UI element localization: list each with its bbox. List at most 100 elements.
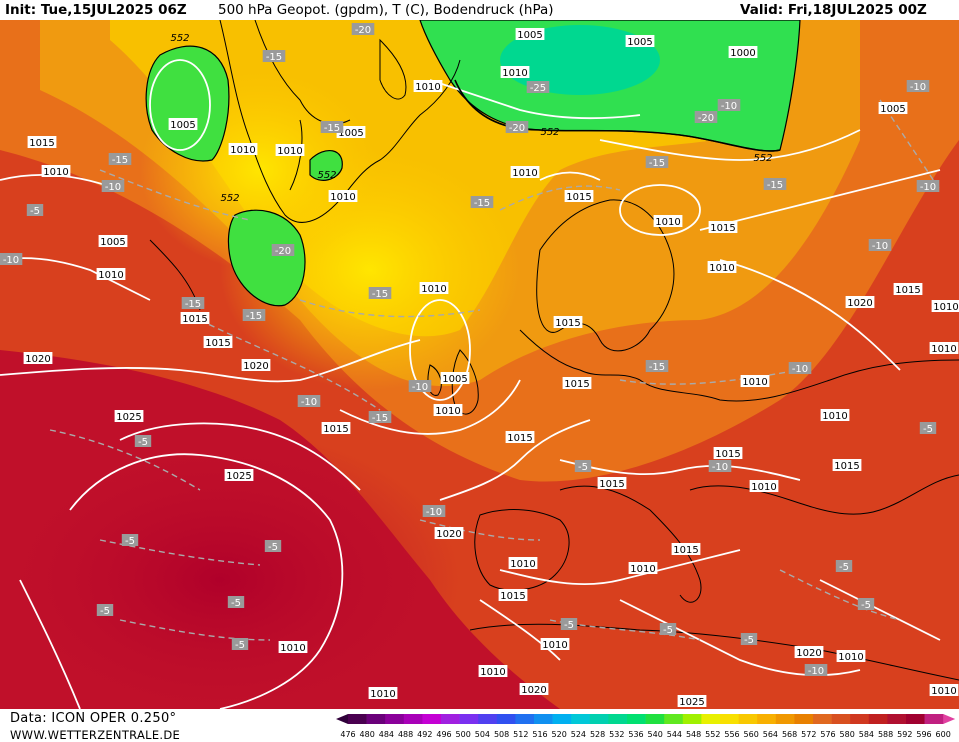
pressure-label-bg	[628, 562, 658, 574]
legend-swatch	[757, 714, 777, 724]
legend-tick-labels: 476 480 484 488 492 496 500 504 508 512 516 520 524 5…	[340, 730, 950, 739]
temperature-label-bg	[868, 239, 892, 251]
temperature-label: -15	[649, 362, 665, 373]
pressure-label: 1010	[630, 564, 655, 575]
temperature-label: -5	[564, 620, 574, 631]
low-iceland	[227, 209, 306, 307]
temperature-label: -10	[920, 182, 936, 193]
temperature-label-bg	[121, 534, 139, 546]
geopot-label: 552	[317, 170, 336, 181]
legend-tick: 504	[475, 730, 490, 739]
pressure-label: 1015	[673, 545, 698, 556]
pressure-label-bg	[653, 215, 683, 227]
temperature-label: -20	[355, 25, 371, 36]
pressure-label: 1015	[323, 424, 348, 435]
temperature-label: -10	[3, 255, 19, 266]
temperature-label-bg	[368, 411, 392, 423]
legend-swatch	[571, 714, 591, 724]
pressure-label: 1015	[507, 433, 532, 444]
map-title: 500 hPa Geopot. (gpdm), T (C), Bodendruc…	[218, 2, 554, 18]
geopot-label: 552	[170, 33, 189, 44]
pressure-label-bg	[224, 469, 254, 481]
temperature-label-bg	[906, 80, 930, 92]
pressure-label: 1010	[98, 270, 123, 281]
temperature-label: -5	[268, 542, 278, 553]
pressure-label-bg	[625, 35, 655, 47]
pressure-label: 1010	[751, 482, 776, 493]
pressure-label-bg	[505, 431, 535, 443]
pressure-label: 1020	[25, 354, 50, 365]
legend-tick: 584	[859, 730, 874, 739]
legend-swatch	[831, 714, 851, 724]
temperature-label: -20	[275, 246, 291, 257]
pressure-label-bg	[114, 410, 144, 422]
temperature-label-bg	[763, 178, 787, 190]
pressure-label: 1005	[627, 37, 652, 48]
pressure-label: 1010	[415, 82, 440, 93]
temperature-label: -5	[30, 206, 40, 217]
pressure-label-bg	[440, 372, 470, 384]
pressure-label-bg	[540, 638, 570, 650]
temperature-label-bg	[181, 297, 205, 309]
legend-tick: 576	[820, 730, 835, 739]
pressure-label-bg	[515, 28, 545, 40]
legend-tick: 552	[705, 730, 720, 739]
temperature-label-bg	[708, 460, 732, 472]
pressure-label-bg	[498, 589, 528, 601]
pressure-label: 1010	[280, 643, 305, 654]
pressure-label: 1010	[931, 686, 956, 697]
legend-tick: 596	[916, 730, 931, 739]
temperature-label-bg	[645, 360, 669, 372]
pressure-label-bg	[519, 683, 549, 695]
legend-swatch	[720, 714, 739, 724]
legend-swatch	[887, 714, 907, 724]
temperature-label: -15	[324, 123, 340, 134]
pressure-label-bg	[433, 404, 463, 416]
pressure-label-bg	[820, 409, 850, 421]
valid-time: Valid: Fri,18JUL2025 00Z	[740, 2, 927, 18]
pressure-label-bg	[878, 102, 908, 114]
pressure-label-bg	[168, 118, 198, 130]
temperature-label-bg	[320, 121, 344, 133]
legend-tick: 544	[667, 730, 682, 739]
pressure-label-bg	[929, 342, 959, 354]
temperature-label-bg	[916, 180, 940, 192]
pressure-label-bg	[278, 641, 308, 653]
legend-swatch	[515, 714, 535, 724]
pressure-label: 1015	[834, 461, 859, 472]
legend-tick: 580	[840, 730, 855, 739]
pressure-label: 1010	[838, 652, 863, 663]
pressure-label: 1010	[510, 559, 535, 570]
temperature-label: -15	[372, 413, 388, 424]
legend-swatch	[403, 714, 423, 724]
legend-tick: 536	[628, 730, 643, 739]
pressure-label: 1010	[709, 263, 734, 274]
pressure-label: 1005	[100, 237, 125, 248]
temperature-label-bg	[574, 460, 592, 472]
temperature-label: -10	[792, 364, 808, 375]
legend-tick: 480	[360, 730, 375, 739]
pressure-label: 1010	[933, 302, 958, 313]
temperature-label: -10	[712, 462, 728, 473]
pressure-label: 1015	[29, 138, 54, 149]
temperature-label: -5	[235, 640, 245, 651]
pressure-label-bg	[336, 126, 366, 138]
temperature-label-bg	[271, 244, 295, 256]
legend-swatch	[682, 714, 702, 724]
low-north-core	[500, 25, 660, 95]
pressure-label-bg	[677, 695, 707, 707]
pressure-label-bg	[228, 143, 258, 155]
legend-swatch	[775, 714, 795, 724]
temperature-label: -20	[698, 113, 714, 124]
temperature-label-bg	[804, 664, 828, 676]
pressure-label: 1025	[116, 412, 141, 423]
pressure-label: 1010	[480, 667, 505, 678]
pressure-label: 1015	[555, 318, 580, 329]
pressure-label: 1010	[542, 640, 567, 651]
legend-swatch	[738, 714, 758, 724]
temperature-label: -10	[872, 241, 888, 252]
legend-tick: 600	[936, 730, 951, 739]
pressure-label-bg	[562, 377, 592, 389]
pressure-label: 1005	[880, 104, 905, 115]
pressure-label-bg	[836, 650, 866, 662]
